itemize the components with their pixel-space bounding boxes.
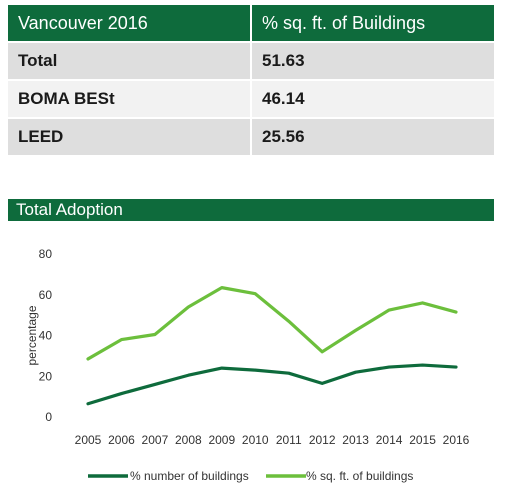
x-tick-label: 2010 — [242, 433, 269, 447]
table-row: Total 51.63 — [8, 41, 494, 79]
summary-header-city: Vancouver 2016 — [8, 5, 252, 41]
legend-label: % sq. ft. of buildings — [306, 469, 413, 483]
legend-label: % number of buildings — [130, 469, 249, 483]
y-tick-label: 0 — [45, 410, 52, 424]
x-tick-label: 2014 — [376, 433, 403, 447]
series-line — [86, 286, 458, 361]
x-tick-label: 2013 — [342, 433, 369, 447]
summary-header-row: Vancouver 2016 % sq. ft. of Buildings — [8, 5, 494, 41]
y-axis-title: percentage — [25, 305, 39, 365]
y-tick-label: 80 — [39, 247, 53, 261]
x-tick-label: 2008 — [175, 433, 202, 447]
row-value: 46.14 — [252, 79, 494, 117]
x-tick-label: 2007 — [142, 433, 169, 447]
row-value: 25.56 — [252, 117, 494, 155]
table-row: LEED 25.56 — [8, 117, 494, 155]
x-tick-label: 2016 — [443, 433, 470, 447]
chart-title-banner: Total Adoption — [8, 199, 494, 221]
x-tick-label: 2011 — [276, 433, 302, 447]
summary-table: Vancouver 2016 % sq. ft. of Buildings To… — [8, 5, 494, 155]
table-row: BOMA BESt 46.14 — [8, 79, 494, 117]
row-label: Total — [8, 41, 252, 79]
x-tick-label: 2005 — [75, 433, 102, 447]
x-tick-label: 2015 — [409, 433, 436, 447]
row-label: LEED — [8, 117, 252, 155]
y-tick-label: 60 — [39, 288, 53, 302]
row-value: 51.63 — [252, 41, 494, 79]
series-line — [86, 363, 458, 406]
y-tick-label: 40 — [39, 329, 53, 343]
summary-header-metric: % sq. ft. of Buildings — [252, 5, 494, 41]
x-tick-label: 2006 — [108, 433, 135, 447]
y-tick-label: 20 — [39, 369, 53, 383]
row-label: BOMA BESt — [8, 79, 252, 117]
x-tick-label: 2012 — [309, 433, 336, 447]
x-tick-label: 2009 — [208, 433, 235, 447]
